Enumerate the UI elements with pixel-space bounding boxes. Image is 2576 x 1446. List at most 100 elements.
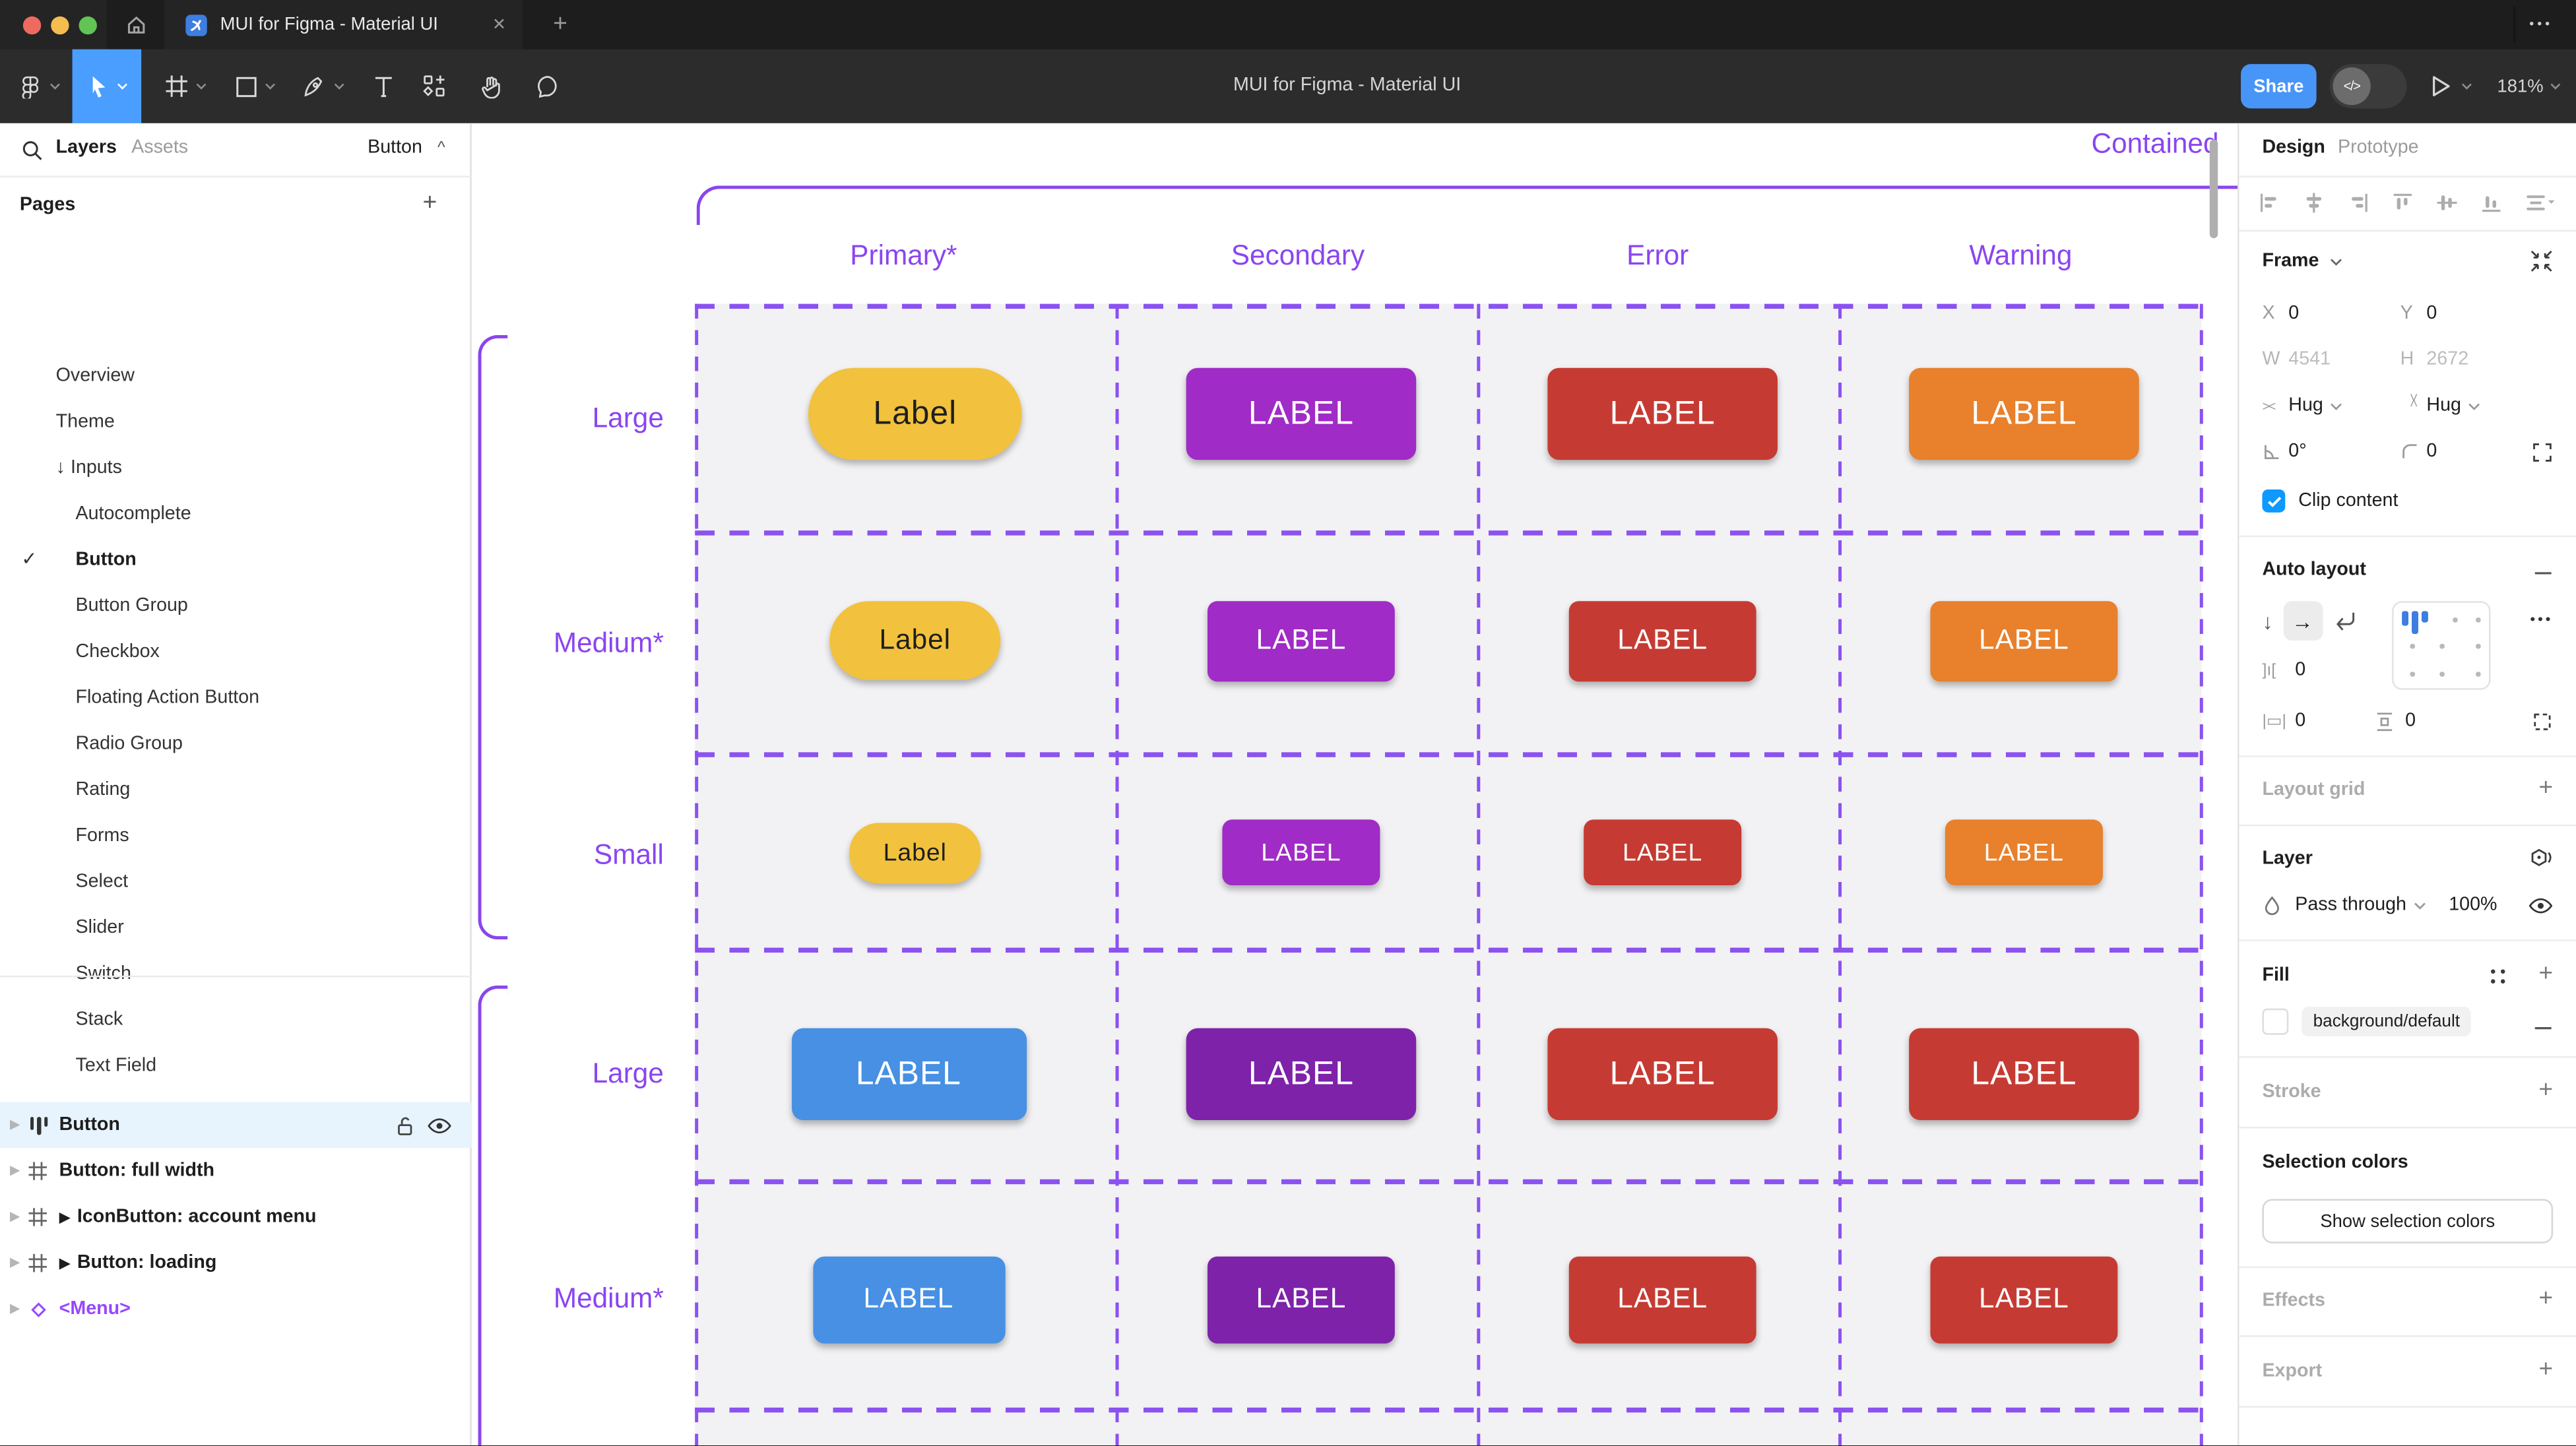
row-label[interactable]: Large bbox=[592, 402, 664, 434]
distribute-menu-icon[interactable] bbox=[2525, 191, 2556, 212]
specimen-button[interactable]: LABEL bbox=[790, 1028, 1026, 1121]
column-header[interactable]: Secondary bbox=[1231, 239, 1365, 271]
canvas[interactable]: Contained Primary* Secondary Error Warning … bbox=[471, 123, 2238, 1446]
specimen-button[interactable]: LABEL bbox=[1208, 600, 1395, 681]
sidebar-page-item[interactable]: Overview bbox=[0, 353, 472, 399]
disclosure-icon[interactable]: ▶ bbox=[9, 1255, 20, 1270]
layer-row[interactable]: ▶ Button: full width bbox=[0, 1148, 472, 1194]
tab-prototype[interactable]: Prototype bbox=[2337, 138, 2419, 158]
add-stroke-icon[interactable]: + bbox=[2538, 1076, 2554, 1104]
specimen-button[interactable]: LABEL bbox=[1186, 1028, 1417, 1121]
eye-icon[interactable] bbox=[2528, 896, 2553, 914]
layer-row[interactable]: ▶ ▶ IconButton: account menu bbox=[0, 1194, 472, 1240]
specimen-button[interactable]: Label bbox=[808, 367, 1022, 460]
align-top-icon[interactable] bbox=[2392, 191, 2413, 212]
clip-content-checkbox[interactable] bbox=[2262, 489, 2286, 513]
sidebar-page-item[interactable]: Floating Action Button bbox=[0, 675, 472, 721]
hand-tool-button[interactable] bbox=[467, 49, 516, 123]
tab-design[interactable]: Design bbox=[2262, 138, 2325, 158]
eye-icon[interactable] bbox=[427, 1117, 451, 1135]
home-tab[interactable] bbox=[106, 0, 164, 49]
move-tool-button[interactable] bbox=[72, 49, 142, 123]
frame-title[interactable]: Contained bbox=[2091, 128, 2219, 160]
specimen-button[interactable]: LABEL bbox=[1909, 367, 2139, 460]
specimen-button[interactable]: Label bbox=[849, 822, 981, 883]
direction-right-icon[interactable]: → bbox=[2282, 601, 2323, 641]
fill-token[interactable]: background/default bbox=[2302, 1007, 2472, 1037]
fill-row[interactable]: background/default bbox=[2262, 1007, 2553, 1038]
direction-down-icon[interactable]: ↓ bbox=[2262, 608, 2273, 633]
blend-mode-icon[interactable] bbox=[2528, 848, 2553, 871]
independent-padding-icon[interactable] bbox=[2532, 710, 2553, 732]
pen-tool-button[interactable] bbox=[292, 49, 355, 123]
auto-layout-more-icon[interactable]: ••• bbox=[2530, 611, 2554, 628]
collapse-icon[interactable] bbox=[2530, 249, 2553, 272]
horizontal-sizing-dropdown[interactable]: Hug bbox=[2288, 396, 2400, 416]
independent-corners-icon[interactable] bbox=[2532, 441, 2553, 462]
rotation-input[interactable]: 0° bbox=[2288, 441, 2307, 462]
share-button[interactable]: Share bbox=[2241, 64, 2317, 109]
fill-color-swatch[interactable] bbox=[2262, 1008, 2289, 1035]
add-fill-icon[interactable]: + bbox=[2538, 959, 2554, 988]
add-effect-icon[interactable]: + bbox=[2538, 1284, 2554, 1313]
tab-assets[interactable]: Assets bbox=[131, 138, 189, 158]
align-horizontal-center-icon[interactable] bbox=[2303, 191, 2325, 212]
resources-tool-button[interactable] bbox=[410, 49, 457, 123]
disclosure-icon[interactable]: ▶ bbox=[9, 1300, 20, 1316]
sidebar-page-item[interactable]: Checkbox bbox=[0, 629, 472, 676]
tab-layers[interactable]: Layers bbox=[55, 138, 117, 158]
specimen-button[interactable]: LABEL bbox=[1222, 819, 1380, 886]
blend-mode-dropdown[interactable]: Pass through bbox=[2295, 895, 2426, 915]
unlock-icon[interactable] bbox=[395, 1116, 416, 1137]
layer-row[interactable]: ▶ <Menu> bbox=[0, 1286, 472, 1333]
add-export-icon[interactable]: + bbox=[2538, 1355, 2554, 1383]
main-menu-button[interactable] bbox=[10, 49, 69, 123]
sidebar-page-item[interactable]: Autocomplete bbox=[0, 491, 472, 537]
sidebar-page-item[interactable]: Slider bbox=[0, 905, 472, 951]
vertical-padding-input[interactable]: 0 bbox=[2405, 711, 2416, 731]
remove-fill-icon[interactable] bbox=[2533, 1019, 2553, 1038]
column-header[interactable]: Warning bbox=[1969, 239, 2073, 271]
frame-tool-button[interactable] bbox=[154, 49, 217, 123]
specimen-button[interactable]: LABEL bbox=[812, 1255, 1005, 1343]
specimen-button[interactable]: LABEL bbox=[1186, 367, 1417, 460]
add-page-button[interactable]: + bbox=[422, 189, 437, 217]
sidebar-page-item[interactable]: Stack bbox=[0, 997, 472, 1043]
frame-section-header[interactable]: Frame bbox=[2262, 248, 2553, 274]
column-header[interactable]: Primary* bbox=[850, 239, 957, 271]
disclosure-icon[interactable]: ▶ bbox=[9, 1117, 20, 1132]
specimen-button[interactable]: LABEL bbox=[1568, 600, 1756, 681]
sidebar-page-item[interactable]: ✓ Button bbox=[0, 537, 472, 583]
present-button[interactable] bbox=[2428, 49, 2472, 123]
text-tool-button[interactable] bbox=[362, 49, 404, 123]
vertical-sizing-dropdown[interactable]: Hug bbox=[2426, 396, 2480, 416]
specimen-button[interactable]: LABEL bbox=[1584, 819, 1742, 886]
document-title[interactable]: MUI for Figma - Material UI bbox=[1233, 75, 1462, 96]
sidebar-page-item[interactable]: Button Group bbox=[0, 583, 472, 629]
new-tab-button[interactable]: + bbox=[553, 9, 567, 38]
alignment-grid[interactable] bbox=[2392, 601, 2491, 690]
opacity-input[interactable]: 100% bbox=[2449, 895, 2497, 915]
layer-row[interactable]: ▶ Button bbox=[0, 1102, 472, 1148]
show-selection-colors-button[interactable]: Show selection colors bbox=[2262, 1199, 2554, 1243]
window-menu-icon[interactable]: ••• bbox=[2529, 16, 2554, 32]
specimen-button[interactable]: LABEL bbox=[1547, 367, 1778, 460]
wrap-icon[interactable] bbox=[2332, 610, 2356, 631]
canvas-scrollbar[interactable] bbox=[2209, 139, 2218, 239]
maximize-window-button[interactable] bbox=[79, 16, 97, 35]
specimen-button[interactable]: Label bbox=[829, 601, 1001, 680]
dev-mode-toggle[interactable]: </> bbox=[2329, 64, 2407, 109]
shape-tool-button[interactable] bbox=[224, 49, 286, 123]
align-bottom-icon[interactable] bbox=[2481, 191, 2502, 212]
row-label[interactable]: Medium* bbox=[553, 1282, 664, 1314]
add-layout-grid-icon[interactable]: + bbox=[2538, 774, 2554, 802]
h-input[interactable]: 2672 bbox=[2426, 350, 2469, 370]
specimen-button[interactable]: LABEL bbox=[1547, 1028, 1778, 1121]
align-left-icon[interactable] bbox=[2259, 191, 2280, 212]
disclosure-icon[interactable]: ▶ bbox=[9, 1209, 20, 1224]
align-vertical-center-icon[interactable] bbox=[2436, 191, 2457, 212]
layer-row[interactable]: ▶ ▶ Button: loading bbox=[0, 1240, 472, 1286]
horizontal-padding-input[interactable]: 0 bbox=[2295, 711, 2306, 731]
close-window-button[interactable] bbox=[22, 16, 42, 35]
file-tab[interactable]: MUI for Figma - Material UI ✕ bbox=[164, 0, 523, 49]
